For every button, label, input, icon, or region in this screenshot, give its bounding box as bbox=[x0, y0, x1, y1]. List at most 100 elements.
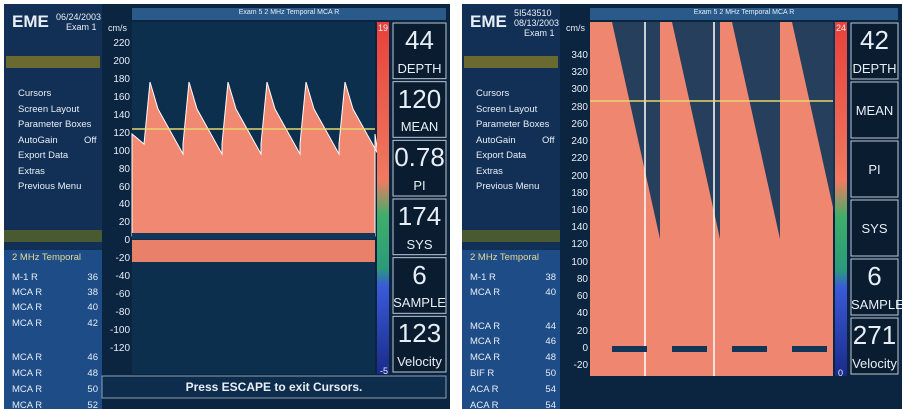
axis-label: 220 bbox=[558, 153, 588, 164]
axis-label: 60 bbox=[100, 182, 130, 193]
channel-depth: 48 bbox=[74, 368, 98, 379]
param-label: SYS bbox=[851, 221, 898, 236]
axis-label: 160 bbox=[100, 92, 130, 103]
axis-label: -20 bbox=[100, 253, 130, 264]
axis-label: -100 bbox=[100, 325, 130, 336]
autogain-state: Off bbox=[542, 135, 555, 146]
channel-name[interactable]: MCA R bbox=[12, 384, 42, 395]
channel-name[interactable]: MCA R bbox=[12, 318, 42, 329]
menu-item[interactable]: Previous Menu bbox=[18, 181, 81, 192]
param-label: Velocity bbox=[393, 354, 446, 369]
axis-label: 260 bbox=[558, 119, 588, 130]
channel-name[interactable]: M-1 R bbox=[470, 272, 496, 283]
autogain-state: Off bbox=[84, 135, 97, 146]
channel-name[interactable]: MCA R bbox=[470, 321, 500, 332]
doppler-screen: 42DEPTHMEANPISYS6SAMPLE271VelocityEME5I5… bbox=[462, 4, 902, 409]
channel-name[interactable]: ACA R bbox=[470, 384, 499, 395]
menu-item[interactable]: Cursors bbox=[18, 88, 51, 99]
baseline-echo bbox=[672, 346, 707, 352]
menu-item[interactable]: Extras bbox=[18, 166, 45, 177]
probe-label: 2 MHz Temporal bbox=[12, 252, 81, 263]
param-label: MEAN bbox=[393, 119, 446, 134]
channel-name[interactable]: BIF R bbox=[470, 368, 494, 379]
channel-depth: 50 bbox=[74, 384, 98, 395]
baseline-echo bbox=[792, 346, 827, 352]
param-label: SAMPLE bbox=[851, 297, 898, 312]
channel-name[interactable]: MCA R bbox=[12, 287, 42, 298]
channel-name[interactable]: ACA R bbox=[470, 400, 499, 409]
channel-name[interactable]: MCA R bbox=[12, 302, 42, 313]
param-value: 271 bbox=[851, 320, 898, 351]
axis-label: 220 bbox=[100, 38, 130, 49]
menu-item[interactable]: Export Data bbox=[476, 150, 526, 161]
menu-item[interactable]: Export Data bbox=[18, 150, 68, 161]
axis-label: 180 bbox=[558, 188, 588, 199]
probe-bar bbox=[462, 230, 560, 242]
axis-label: 20 bbox=[558, 326, 588, 337]
exam-id: 5I543510 bbox=[514, 8, 552, 18]
channel-name[interactable]: M-1 R bbox=[12, 272, 38, 283]
channel-name[interactable]: MCA R bbox=[470, 352, 500, 363]
axis-label: 140 bbox=[558, 222, 588, 233]
probe-bar bbox=[4, 230, 102, 242]
param-value: 42 bbox=[851, 25, 898, 56]
exam-date: 08/13/2003 bbox=[514, 18, 559, 28]
menu-item[interactable]: Extras bbox=[476, 166, 503, 177]
velocity-unit: cm/s bbox=[108, 23, 127, 33]
channel-depth: 54 bbox=[532, 400, 556, 409]
menu-item[interactable]: Cursors bbox=[476, 88, 509, 99]
param-label: Velocity bbox=[851, 356, 898, 371]
param-value: 0.78 bbox=[393, 142, 446, 173]
menu-item[interactable]: Previous Menu bbox=[476, 181, 539, 192]
channel-name[interactable]: MCA R bbox=[470, 287, 500, 298]
channel-depth: 40 bbox=[532, 287, 556, 298]
channel-name[interactable]: MCA R bbox=[12, 352, 42, 363]
screenshot: 44DEPTH120MEAN0.78PI174SYS6SAMPLE123Velo… bbox=[0, 0, 902, 409]
channel-depth: 40 bbox=[74, 302, 98, 313]
axis-label: -60 bbox=[100, 289, 130, 300]
axis-label: 160 bbox=[558, 205, 588, 216]
axis-label: 200 bbox=[100, 56, 130, 67]
param-label: SYS bbox=[393, 237, 446, 252]
channel-depth: 44 bbox=[532, 321, 556, 332]
param-label: PI bbox=[851, 162, 898, 177]
menu-item[interactable]: Parameter Boxes bbox=[18, 119, 91, 130]
channel-depth: 46 bbox=[532, 336, 556, 347]
param-value: 6 bbox=[393, 260, 446, 291]
axis-label: 0 bbox=[558, 343, 588, 354]
axis-label: -120 bbox=[100, 343, 130, 354]
color-bar bbox=[377, 22, 389, 374]
axis-label: 320 bbox=[558, 67, 588, 78]
scale-top: 24 bbox=[836, 23, 846, 33]
menu-item[interactable]: Parameter Boxes bbox=[476, 119, 549, 130]
probe-label: 2 MHz Temporal bbox=[470, 252, 539, 263]
brand: EME bbox=[12, 12, 49, 32]
axis-label: 20 bbox=[100, 217, 130, 228]
channel-name[interactable]: MCA R bbox=[12, 368, 42, 379]
axis-label: 200 bbox=[558, 171, 588, 182]
velocity-unit: cm/s bbox=[566, 23, 585, 33]
footer-message: Press ESCAPE to exit Cursors. bbox=[102, 380, 446, 394]
menu-item[interactable]: AutoGain bbox=[476, 135, 516, 146]
scale-top: 19 bbox=[378, 23, 388, 33]
menu-item[interactable]: AutoGain bbox=[18, 135, 58, 146]
channel-depth: 38 bbox=[532, 272, 556, 283]
param-value: 120 bbox=[393, 84, 446, 115]
axis-label: 100 bbox=[558, 257, 588, 268]
menu-item[interactable]: Screen Layout bbox=[18, 104, 79, 115]
channel-name[interactable]: MCA R bbox=[12, 400, 42, 409]
screen-title: Exam 5 2 MHz Temporal MCA R bbox=[132, 9, 446, 16]
channel-name[interactable]: MCA R bbox=[470, 336, 500, 347]
channel-depth: 48 bbox=[532, 352, 556, 363]
menu-item[interactable]: Screen Layout bbox=[476, 104, 537, 115]
param-label: SAMPLE bbox=[393, 295, 446, 310]
baseline-echo bbox=[612, 346, 647, 352]
param-label: DEPTH bbox=[393, 61, 446, 76]
channel-depth: 46 bbox=[74, 352, 98, 363]
param-label: MEAN bbox=[851, 103, 898, 118]
screen-title: Exam 5 2 MHz Temporal MCA R bbox=[590, 9, 898, 16]
baseline-echo bbox=[732, 346, 767, 352]
brand: EME bbox=[470, 12, 507, 32]
axis-label: 280 bbox=[558, 102, 588, 113]
channel-depth: 36 bbox=[74, 272, 98, 283]
